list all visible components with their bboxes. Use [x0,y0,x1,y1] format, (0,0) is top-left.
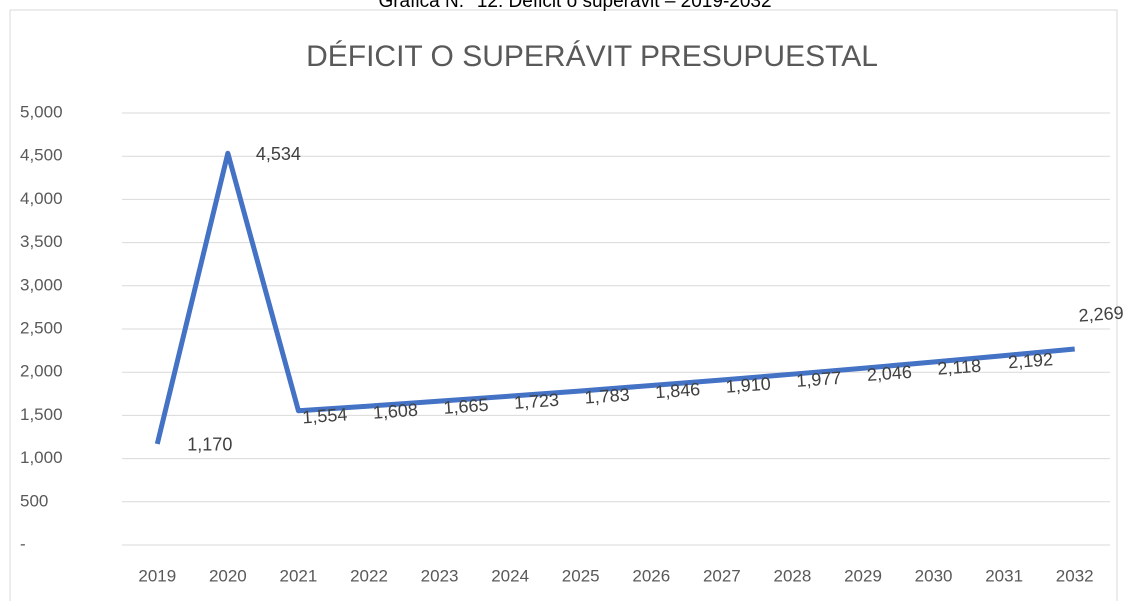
y-tick-label: 3,000 [20,275,63,294]
data-label: 1,723 [513,390,559,413]
data-label: 2,118 [937,356,982,379]
y-tick-label: 1,500 [20,405,63,424]
data-label: 1,910 [725,374,771,397]
data-label: 1,170 [187,435,232,455]
data-label: 4,534 [256,144,301,164]
x-tick-label: 2026 [632,566,670,585]
x-tick-label: 2032 [1056,566,1094,585]
data-label: 1,846 [655,379,701,402]
data-label: 1,554 [302,404,348,427]
data-label: 2,269 [1078,303,1124,326]
x-tick-label: 2024 [491,566,529,585]
y-tick-label: 3,500 [20,232,63,251]
x-tick-label: 2030 [915,566,953,585]
line [154,150,1075,445]
x-tick-label: 2021 [280,566,318,585]
y-tick-label: 1,000 [20,448,63,467]
x-tick-label: 2020 [209,566,247,585]
y-tick-label: 2,500 [20,318,63,337]
data-label: 1,665 [443,395,489,418]
x-tick-label: 2028 [774,566,812,585]
caption: Gráfica N.° 12: Déficit o superávit – 20… [378,0,771,12]
x-tick-label: 2029 [844,566,882,585]
data-label: 1,608 [372,400,418,423]
data-label: 2,192 [1007,349,1053,372]
x-tick-label: 2031 [985,566,1023,585]
data-label: 1,783 [584,385,630,408]
data-label: 1,977 [796,368,842,391]
chart-frame [9,9,1118,606]
y-tick-label: 4,500 [20,146,63,165]
x-tick-label: 2023 [421,566,459,585]
chart-title: DÉFICIT O SUPERÁVIT PRESUPUESTAL [306,40,878,73]
y-tick-label: - [20,534,26,553]
data-label: 2,046 [866,362,912,385]
y-tick-label: 2,000 [20,362,63,381]
y-tick-label: 5,000 [20,102,63,121]
y-tick-label: 500 [20,491,48,510]
x-tick-label: 2019 [138,566,176,585]
x-tick-label: 2025 [562,566,600,585]
x-tick-label: 2027 [703,566,741,585]
x-tick-label: 2022 [350,566,388,585]
y-tick-label: 4,000 [20,189,63,208]
